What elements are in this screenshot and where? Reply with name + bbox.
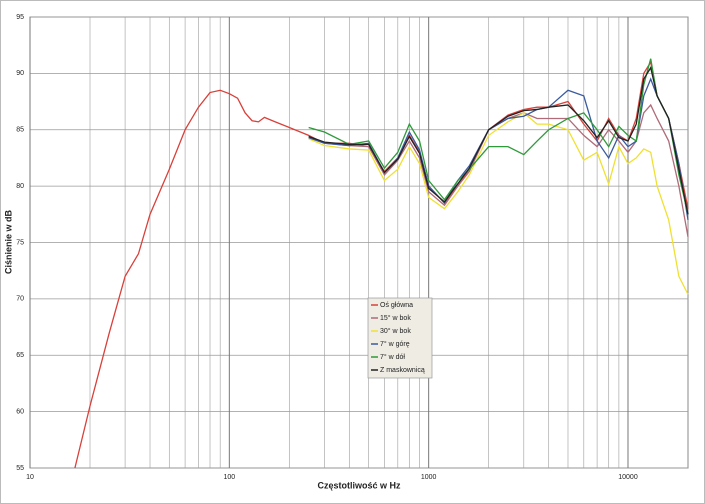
y-tick-label: 60 [16,408,24,415]
legend-label: 30° w bok [380,327,411,335]
legend-label: 7° w górę [380,340,410,348]
y-tick-label: 70 [16,296,24,303]
y-tick-label: 85 [16,127,24,134]
series-line [308,77,689,221]
x-axis-title: Częstotliwość w Hz [317,480,401,490]
x-tick-label: 10 [26,474,34,481]
legend-label: 15° w bok [380,314,411,322]
x-tick-label: 10000 [618,474,638,481]
legend-label: Oś główna [380,302,413,309]
y-tick-label: 65 [16,352,24,359]
y-tick-label: 90 [16,70,24,77]
y-axis-title: Ciśnienie w dB [3,209,13,274]
y-tick-label: 80 [16,183,24,190]
y-tick-label: 75 [16,239,24,246]
y-tick-label: 95 [16,14,24,21]
x-tick-label: 1000 [421,474,437,481]
series-line [308,58,689,215]
series-line [308,112,689,295]
legend-label: 7° w dół [380,353,405,361]
legend: Oś główna 15° w bok 30° w bok 7° w górę 7° w… [367,297,433,379]
legend-box [367,297,433,379]
x-tick-label: 100 [223,474,235,481]
y-tick-label: 55 [16,465,24,472]
legend-label: Z maskownicą [380,367,425,374]
series-line [308,66,689,215]
series-line [308,103,689,237]
